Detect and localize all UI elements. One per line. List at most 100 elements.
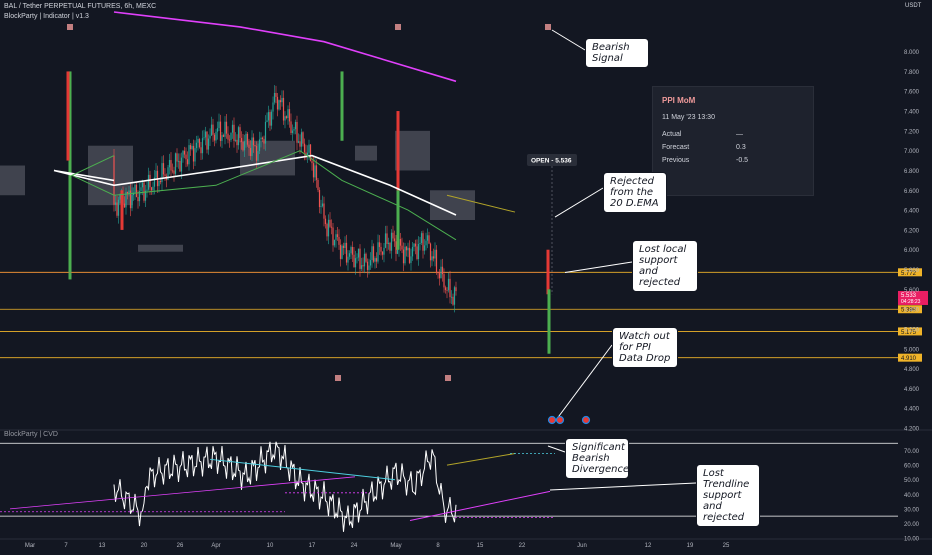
candle-body	[363, 253, 366, 267]
candle-body	[387, 242, 390, 244]
price-tick-label: 4.600	[904, 387, 920, 393]
candle-body	[435, 249, 438, 272]
candle-body	[144, 190, 147, 201]
candle-body	[357, 248, 360, 258]
candle-body	[125, 191, 127, 208]
candle-body	[368, 265, 370, 270]
candle-body	[311, 161, 313, 164]
candle-body	[336, 234, 339, 238]
candle-body	[351, 247, 354, 255]
level-price-tag	[898, 327, 922, 336]
candle-body	[173, 170, 175, 174]
candle-body	[195, 142, 198, 149]
callout-pointer	[554, 187, 604, 218]
candle-body	[243, 141, 246, 151]
econ-event-popup[interactable]: PPI MoM 11 May '23 13:30 Actual — Forecas…	[652, 86, 814, 196]
zone-box	[0, 165, 25, 196]
osc-tick-label: 30.00	[904, 507, 920, 513]
candle-body	[317, 179, 319, 190]
candle-body	[393, 238, 396, 242]
signal-bar	[340, 71, 344, 141]
candle-body	[407, 247, 409, 251]
time-tick-label: 10	[267, 543, 274, 549]
price-tick-label: 6.800	[904, 169, 920, 175]
candle-body	[255, 145, 258, 161]
candle-body	[389, 242, 391, 251]
candle-body	[404, 246, 406, 264]
cvd-oscillator	[0, 441, 898, 532]
candle-body	[281, 97, 283, 103]
time-tick-label: May	[390, 543, 401, 549]
candle-body	[126, 191, 129, 194]
candle-body	[152, 186, 154, 191]
candle-body	[330, 226, 333, 228]
candle-body	[432, 256, 435, 259]
candle-body	[395, 241, 397, 254]
candle-body	[345, 242, 348, 263]
candle-body	[377, 242, 379, 262]
candle-body	[242, 141, 244, 151]
candle-body	[179, 160, 181, 172]
candle-body	[372, 246, 375, 262]
candle-body	[204, 131, 207, 138]
zone-box	[240, 140, 295, 176]
candle-body	[176, 153, 178, 162]
callout-bearish-signal: Bearish Signal	[585, 38, 649, 68]
candle-body	[186, 159, 189, 165]
price-tick-label: 5.400	[904, 308, 920, 314]
candle-body	[374, 258, 376, 262]
callout-pointer	[549, 482, 697, 491]
candle-body	[143, 182, 145, 201]
candle-body	[347, 256, 349, 263]
candle-body	[455, 287, 457, 292]
candle-body	[209, 135, 211, 139]
level-price-tag	[898, 305, 922, 314]
candle-body	[329, 219, 331, 227]
open-tooltip-box	[527, 154, 577, 166]
price-tick-label: 5.200	[904, 327, 920, 333]
trendline	[446, 194, 516, 213]
osc-tick-label: 60.00	[904, 464, 920, 470]
osc-tick-label: 70.00	[904, 449, 920, 455]
candle-body	[365, 253, 367, 262]
candle-body	[194, 148, 196, 162]
sub-indicator-label: BlockParty | CVD	[4, 431, 58, 438]
countdown-label: 04:28:23	[901, 299, 921, 305]
candle-body	[444, 287, 447, 290]
candle-body	[284, 116, 286, 121]
candle-body	[239, 127, 241, 138]
signal-marker	[545, 24, 551, 30]
econ-row-previous: Previous -0.5	[662, 157, 749, 164]
candle-body	[188, 145, 190, 165]
candle-body	[447, 278, 450, 291]
level-price-tag	[898, 268, 922, 277]
econ-event-title: PPI MoM	[662, 96, 696, 105]
candle-body	[279, 100, 282, 103]
zone-box	[395, 130, 430, 171]
candle-body	[216, 128, 219, 132]
candle-body	[378, 242, 381, 247]
candle-body	[431, 256, 433, 261]
candle-body	[275, 92, 277, 97]
candle-body	[341, 245, 343, 259]
price-tick-label: 7.000	[904, 149, 920, 155]
econ-event-datetime: 11 May '23 13:30	[662, 114, 715, 121]
moving-averages	[53, 11, 457, 241]
candle-body	[116, 202, 118, 216]
osc-tick-label: 50.00	[904, 478, 920, 484]
candle-body	[335, 234, 337, 240]
candle-body	[164, 174, 166, 176]
candle-body	[315, 165, 318, 180]
candle-body	[147, 174, 150, 190]
candle-body	[420, 233, 423, 244]
candle-body	[273, 92, 276, 103]
candle-body	[426, 235, 429, 241]
candle-body	[260, 137, 262, 140]
candle-body	[278, 100, 280, 110]
candle-body	[381, 251, 384, 255]
candle-body	[233, 124, 235, 141]
candle-body	[258, 139, 261, 152]
candle-body	[177, 160, 180, 162]
candle-body	[287, 109, 289, 119]
